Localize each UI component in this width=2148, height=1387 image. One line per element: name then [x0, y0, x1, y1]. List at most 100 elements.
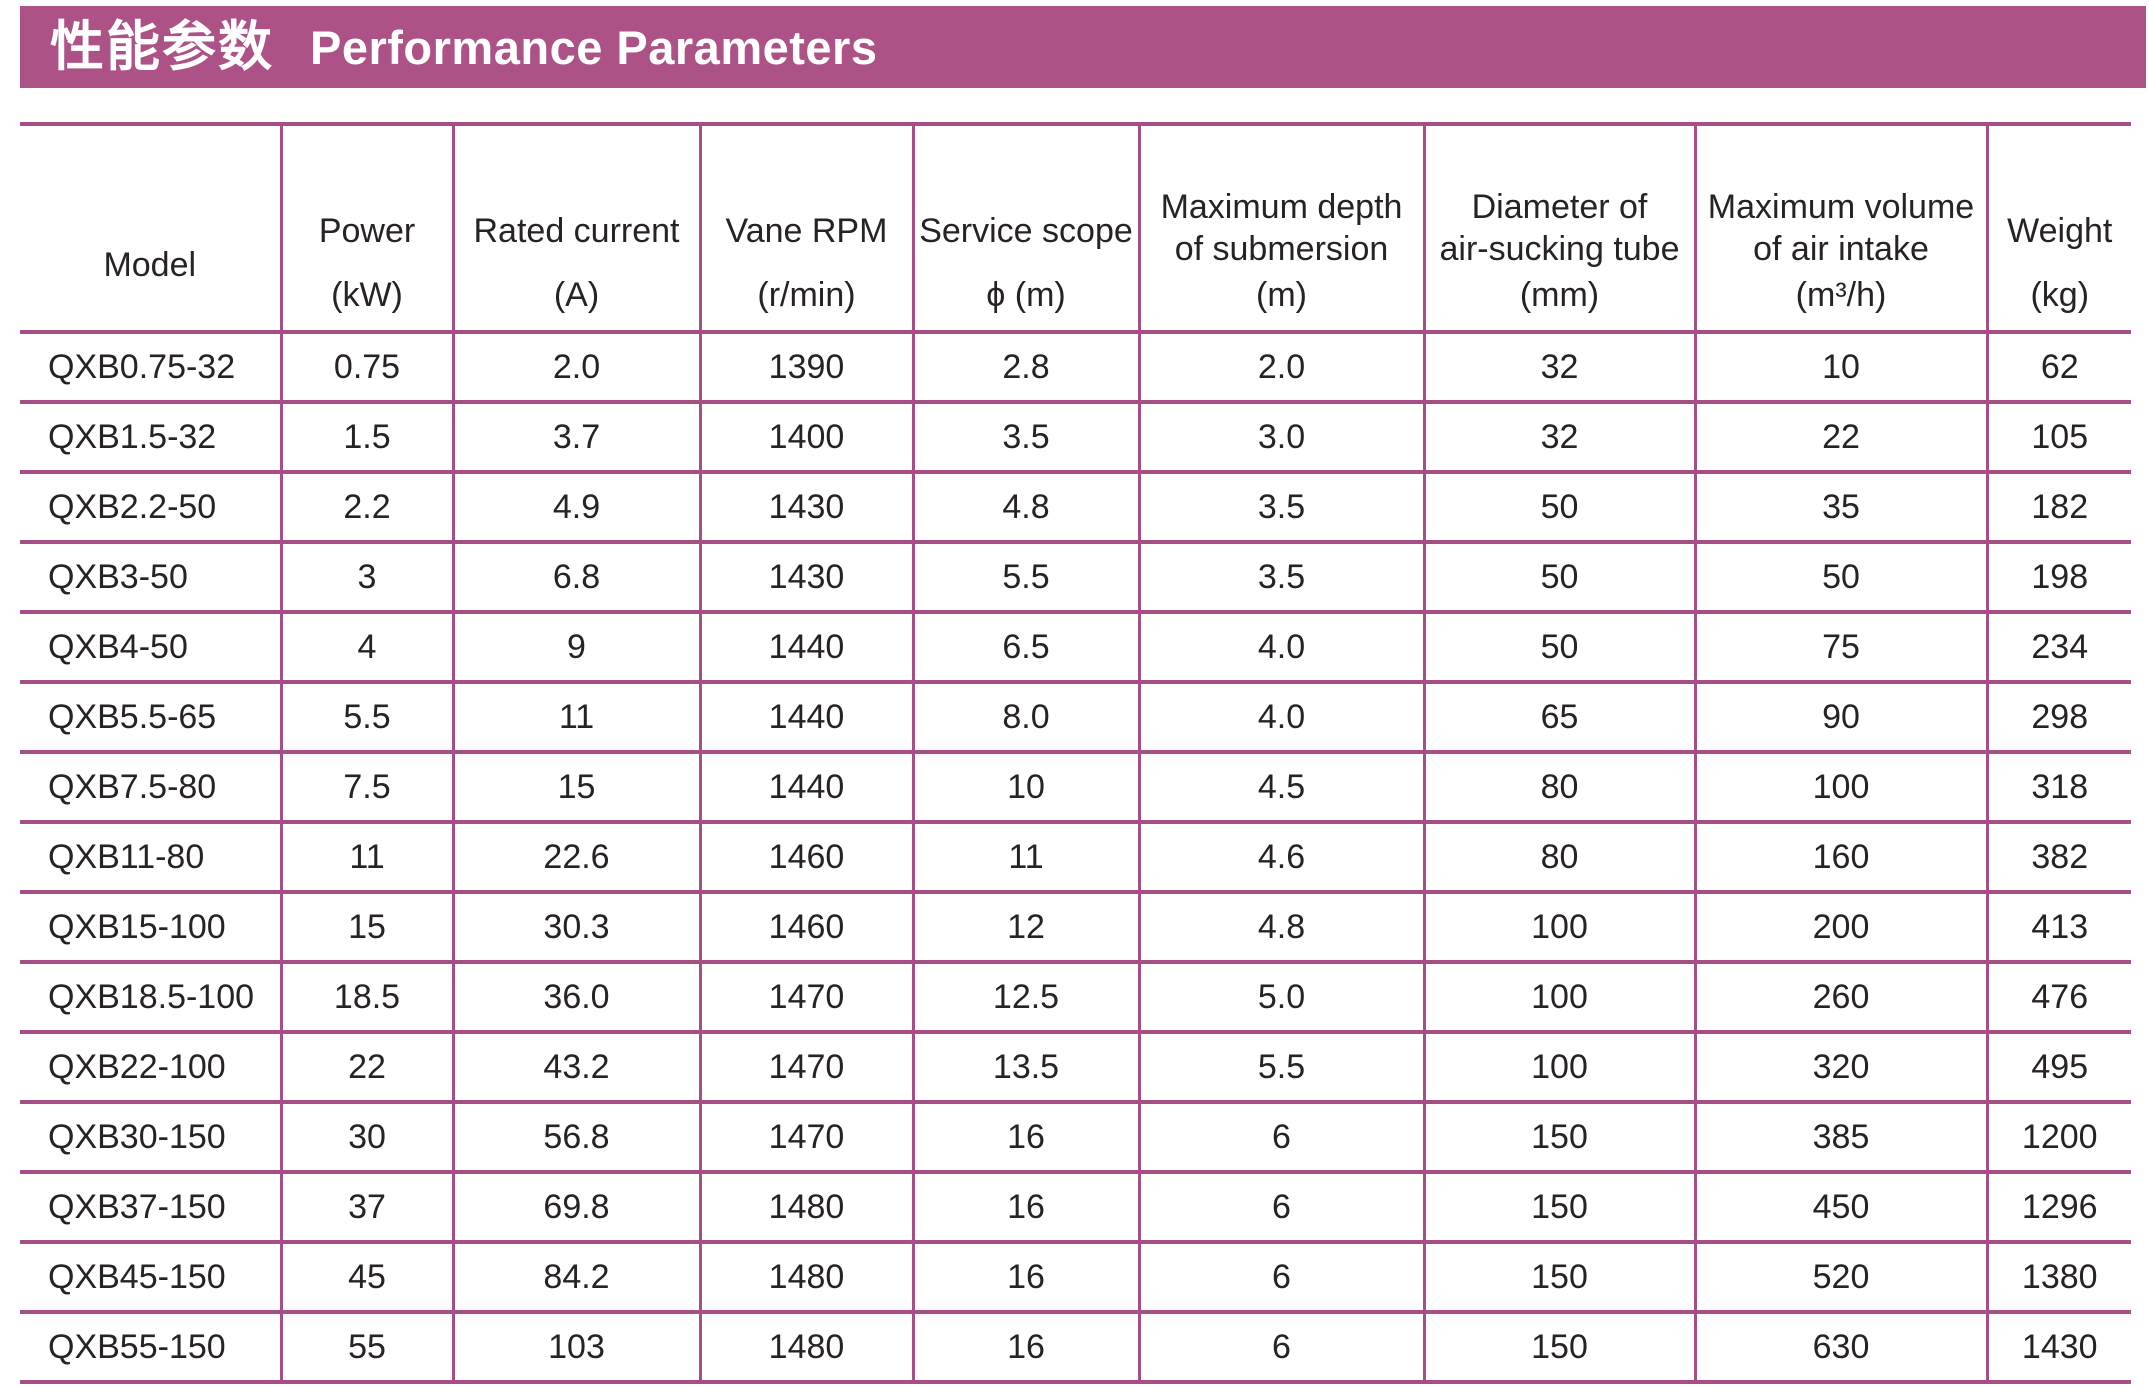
- value-cell: 16: [911, 1172, 1139, 1244]
- table-row: QXB7.5-80 7.5 15 1440 10 4.5 80 100 318: [20, 752, 2131, 824]
- table-row: QXB45-150 45 84.2 1480 16 6 150 520 1380: [20, 1242, 2131, 1314]
- value-cell: 1200: [1985, 1102, 2131, 1174]
- model-cell: QXB45-150: [20, 1242, 281, 1314]
- model-cell: QXB2.2-50: [20, 472, 281, 544]
- value-cell: 413: [1985, 892, 2131, 964]
- table-row: QXB55-150 55 103 1480 16 6 150 630 1430: [20, 1312, 2131, 1384]
- value-cell: 5.5: [1137, 1032, 1424, 1104]
- column-label-line: Maximum volume: [1707, 188, 1975, 226]
- value-cell: 11: [279, 822, 453, 894]
- value-cell: 7.5: [279, 752, 453, 824]
- value-cell: 150: [1422, 1312, 1695, 1384]
- value-cell: 50: [1693, 542, 1987, 614]
- value-cell: 13.5: [911, 1032, 1139, 1104]
- value-cell: 100: [1422, 1032, 1695, 1104]
- value-cell: 1480: [698, 1312, 913, 1384]
- value-cell: 45: [279, 1242, 453, 1314]
- column-label-line: Weight: [2007, 212, 2113, 250]
- value-cell: 16: [911, 1312, 1139, 1384]
- model-cell: QXB15-100: [20, 892, 281, 964]
- value-cell: 56.8: [451, 1102, 700, 1174]
- value-cell: 30.3: [451, 892, 700, 964]
- value-cell: 105: [1985, 402, 2131, 474]
- value-cell: 100: [1422, 962, 1695, 1034]
- column-unit: (m³/h): [1795, 276, 1887, 314]
- column-header: Power (kW): [279, 124, 453, 334]
- value-cell: 1460: [698, 892, 913, 964]
- column-label-line: air-sucking tube: [1439, 230, 1680, 268]
- column-unit: (kg): [2030, 276, 2090, 314]
- value-cell: 182: [1985, 472, 2131, 544]
- value-cell: 1380: [1985, 1242, 2131, 1314]
- value-cell: 476: [1985, 962, 2131, 1034]
- value-cell: 4.0: [1137, 682, 1424, 754]
- value-cell: 1470: [698, 962, 913, 1034]
- value-cell: 150: [1422, 1242, 1695, 1314]
- value-cell: 1480: [698, 1172, 913, 1244]
- value-cell: 150: [1422, 1172, 1695, 1244]
- value-cell: 6: [1137, 1242, 1424, 1314]
- value-cell: 298: [1985, 682, 2131, 754]
- model-cell: QXB11-80: [20, 822, 281, 894]
- table-row: QXB37-150 37 69.8 1480 16 6 150 450 1296: [20, 1172, 2131, 1244]
- value-cell: 630: [1693, 1312, 1987, 1384]
- model-cell: QXB55-150: [20, 1312, 281, 1384]
- column-unit: (kW): [331, 276, 403, 314]
- value-cell: 6: [1137, 1172, 1424, 1244]
- value-cell: 15: [279, 892, 453, 964]
- value-cell: 5.0: [1137, 962, 1424, 1034]
- value-cell: 4.8: [1137, 892, 1424, 964]
- banner-title-en: Performance Parameters: [310, 20, 878, 74]
- column-header: Maximum depth of submersion (m): [1137, 124, 1424, 334]
- value-cell: 1470: [698, 1102, 913, 1174]
- value-cell: 495: [1985, 1032, 2131, 1104]
- column-label-line: Service scope: [919, 212, 1133, 250]
- column-header: Service scope ϕ (m): [911, 124, 1139, 334]
- model-cell: QXB22-100: [20, 1032, 281, 1104]
- value-cell: 2.2: [279, 472, 453, 544]
- value-cell: 3.5: [911, 402, 1139, 474]
- value-cell: 1470: [698, 1032, 913, 1104]
- value-cell: 5.5: [279, 682, 453, 754]
- value-cell: 1390: [698, 332, 913, 404]
- table-row: QXB30-150 30 56.8 1470 16 6 150 385 1200: [20, 1102, 2131, 1174]
- value-cell: 1430: [698, 542, 913, 614]
- model-cell: QXB18.5-100: [20, 962, 281, 1034]
- value-cell: 22: [1693, 402, 1987, 474]
- value-cell: 4.9: [451, 472, 700, 544]
- column-unit: (r/min): [757, 276, 856, 314]
- column-header: Weight (kg): [1985, 124, 2131, 334]
- column-header: Vane RPM (r/min): [698, 124, 913, 334]
- value-cell: 11: [911, 822, 1139, 894]
- column-header: Model: [20, 124, 281, 334]
- value-cell: 1440: [698, 612, 913, 684]
- value-cell: 84.2: [451, 1242, 700, 1314]
- column-label-line: Maximum depth: [1160, 188, 1403, 226]
- model-cell: QXB4-50: [20, 612, 281, 684]
- model-cell: QXB5.5-65: [20, 682, 281, 754]
- value-cell: 55: [279, 1312, 453, 1384]
- value-cell: 234: [1985, 612, 2131, 684]
- value-cell: 16: [911, 1242, 1139, 1314]
- value-cell: 200: [1693, 892, 1987, 964]
- model-cell: QXB37-150: [20, 1172, 281, 1244]
- value-cell: 50: [1422, 612, 1695, 684]
- table-row: QXB0.75-32 0.75 2.0 1390 2.8 2.0 32 10 62: [20, 332, 2131, 404]
- model-cell: QXB30-150: [20, 1102, 281, 1174]
- value-cell: 260: [1693, 962, 1987, 1034]
- table-row: QXB22-100 22 43.2 1470 13.5 5.5 100 320 495: [20, 1032, 2131, 1104]
- value-cell: 3.7: [451, 402, 700, 474]
- column-label-line: Vane RPM: [725, 212, 888, 250]
- value-cell: 382: [1985, 822, 2131, 894]
- value-cell: 75: [1693, 612, 1987, 684]
- value-cell: 22.6: [451, 822, 700, 894]
- banner-title-zh: 性能参数: [50, 17, 274, 77]
- value-cell: 1296: [1985, 1172, 2131, 1244]
- value-cell: 80: [1422, 752, 1695, 824]
- value-cell: 2.8: [911, 332, 1139, 404]
- value-cell: 100: [1422, 892, 1695, 964]
- value-cell: 32: [1422, 332, 1695, 404]
- value-cell: 12.5: [911, 962, 1139, 1034]
- column-unit: (A): [553, 276, 600, 314]
